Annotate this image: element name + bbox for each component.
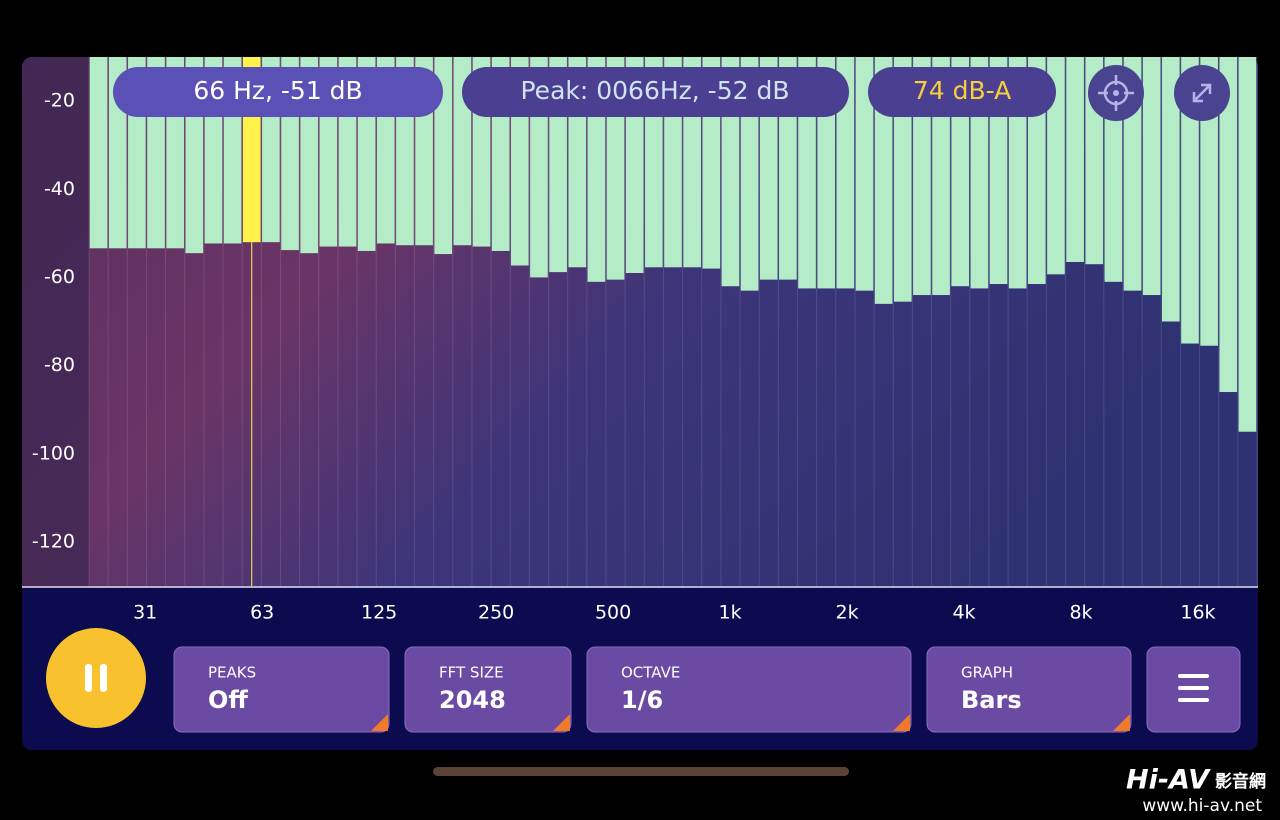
controls: PEAKS Off FFT SIZE 2048 OCTAVE 1/6 GRAPH Bars xyxy=(173,646,1132,733)
cursor-readout[interactable] xyxy=(113,67,443,117)
control-corner xyxy=(1113,714,1130,731)
bar xyxy=(1066,57,1084,262)
bar xyxy=(1238,57,1257,432)
pause-button[interactable] xyxy=(46,628,146,728)
bar xyxy=(1200,57,1218,346)
x-tick-label: 1k xyxy=(719,602,742,624)
x-tick-label: 16k xyxy=(1180,602,1215,624)
cursor-text: 66 Hz, -51 dB xyxy=(193,76,362,105)
x-tick-label: 500 xyxy=(595,602,631,624)
bar xyxy=(1142,57,1161,296)
control-corner xyxy=(893,714,910,731)
bar xyxy=(893,57,912,302)
x-tick-label: 8k xyxy=(1069,602,1092,624)
control-label: FFT SIZE xyxy=(439,664,504,682)
expand-button[interactable] xyxy=(1174,65,1230,121)
control-label: PEAKS xyxy=(208,664,256,682)
bar xyxy=(1162,57,1180,322)
y-tick-label: -100 xyxy=(32,442,75,464)
control-value: 2048 xyxy=(439,686,506,714)
y-tick-label: -20 xyxy=(44,90,75,112)
control-label: GRAPH xyxy=(961,664,1013,682)
x-tick-label: 63 xyxy=(250,602,274,624)
control-background xyxy=(926,646,1132,733)
control-background xyxy=(404,646,572,733)
crosshair-button[interactable] xyxy=(1088,65,1144,121)
watermark-url: www.hi-av.net xyxy=(1142,796,1262,816)
x-tick-label: 4k xyxy=(952,602,975,624)
peak-text: Peak: 0066Hz, -52 dB xyxy=(521,76,790,105)
bar xyxy=(855,57,874,291)
level-readout[interactable] xyxy=(868,67,1056,117)
y-tick-label: -60 xyxy=(44,266,75,288)
x-tick-label: 125 xyxy=(361,602,397,624)
y-tick-label: -120 xyxy=(32,530,75,552)
control-button[interactable]: FFT SIZE 2048 xyxy=(404,646,572,733)
control-value: Bars xyxy=(961,686,1022,714)
y-tick-label: -80 xyxy=(44,354,75,376)
bar xyxy=(1181,57,1199,344)
menu-button[interactable] xyxy=(1146,646,1241,733)
frequency-lines xyxy=(88,57,1258,586)
axis-column xyxy=(22,57,89,588)
watermark-brand-cn: 影音網 xyxy=(1215,771,1266,792)
control-value: 1/6 xyxy=(621,686,663,714)
y-tick-label: -40 xyxy=(44,178,75,200)
control-corner xyxy=(553,714,570,731)
control-background xyxy=(586,646,912,733)
control-button[interactable]: PEAKS Off xyxy=(173,646,390,733)
x-tick-label: 31 xyxy=(133,602,157,624)
home-indicator xyxy=(433,767,849,776)
bar xyxy=(1219,57,1238,393)
level-text: 74 dB-A xyxy=(913,76,1011,105)
control-value: Off xyxy=(208,686,248,714)
control-corner xyxy=(371,714,388,731)
watermark-brand: Hi-AV xyxy=(1126,765,1211,796)
bar xyxy=(874,57,893,304)
bar xyxy=(434,57,453,255)
bar xyxy=(1047,57,1065,275)
x-tick-label: 250 xyxy=(478,602,514,624)
x-tick-label: 2k xyxy=(835,602,858,624)
bar xyxy=(836,57,855,289)
control-button[interactable]: OCTAVE 1/6 xyxy=(586,646,912,733)
control-label: OCTAVE xyxy=(621,664,680,682)
control-background xyxy=(173,646,390,733)
bar xyxy=(89,57,108,249)
control-button[interactable]: GRAPH Bars xyxy=(926,646,1132,733)
peak-readout[interactable] xyxy=(462,67,849,117)
